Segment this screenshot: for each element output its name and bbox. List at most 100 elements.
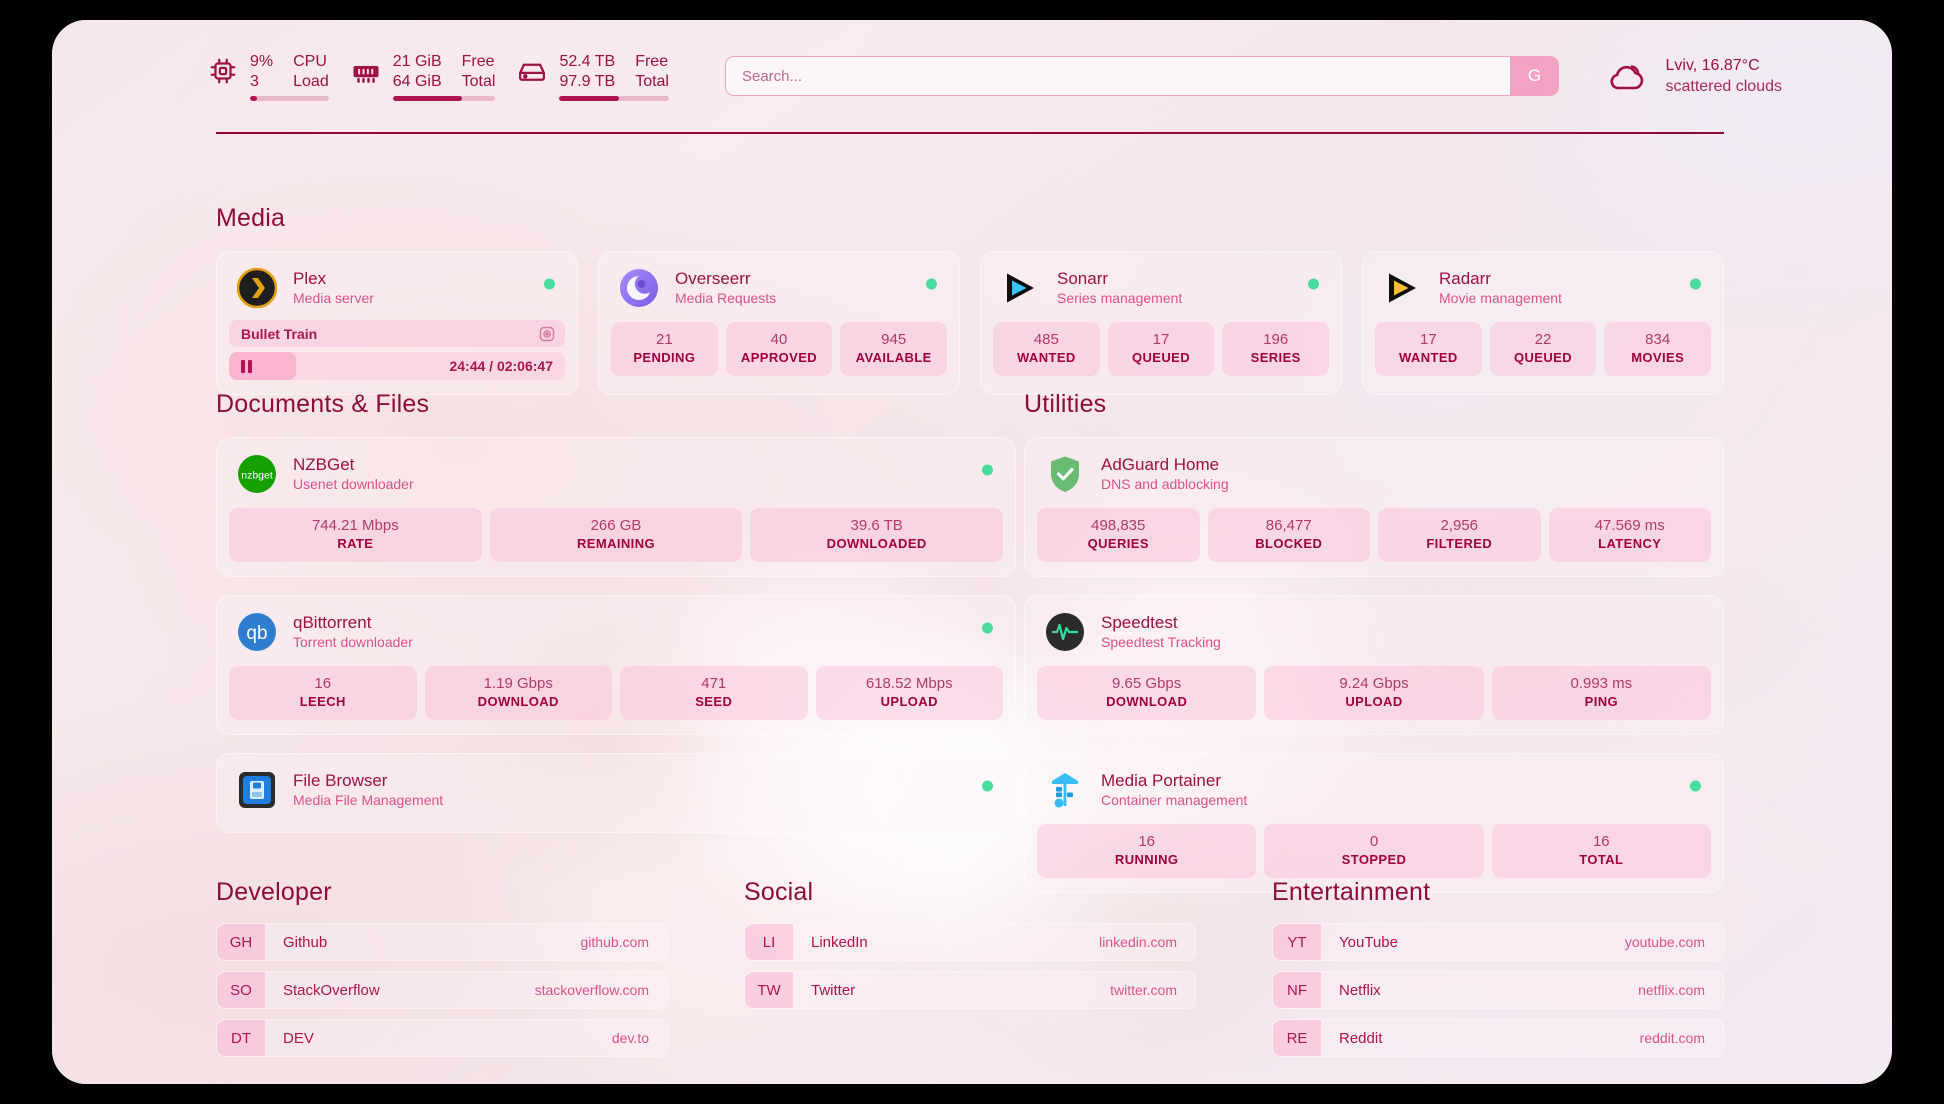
stat-body: 21 GiB 64 GiB Free Total [392,52,496,101]
search-submit-button[interactable]: G [1510,57,1559,95]
app-name: Speedtest [1101,613,1178,632]
app-header: qb qBittorrent Torrent downloader [217,596,1015,660]
svg-text:nzbget: nzbget [241,470,273,482]
app-stat-value: 22 [1534,331,1552,348]
app-stats-row: 21 PENDING 40 APPROVED 945 AVAILABLE [599,316,959,390]
search-input[interactable] [725,57,1511,95]
app-name: Plex [293,269,327,288]
bookmark-item[interactable]: SO StackOverflow stackoverflow.com [216,971,668,1009]
playback-progress-bar[interactable]: 24:44 / 02:06:47 [229,352,565,380]
stat-progress-bar [559,95,669,101]
app-card[interactable]: File Browser Media File Management [216,753,1016,833]
documents-section: Documents & Files nzbget NZBGet Usenet dow… [216,390,1016,833]
stat-value-primary: 21 GiB [392,52,442,70]
app-card[interactable]: Radarr Movie management 17 WANTED 22 QUEUED 83… [1362,251,1724,395]
bookmark-item[interactable]: YT YouTube youtube.com [1272,923,1724,961]
app-stat-label: UPLOAD [1345,694,1403,709]
section-title-documents: Documents & Files [216,390,430,418]
bookmark-item[interactable]: DT DEV dev.to [216,1019,668,1057]
app-description: Series management [1057,290,1183,306]
app-stat-label: BLOCKED [1255,536,1323,551]
bookmark-group: Entertainment YT YouTube youtube.com NF Netfl… [1272,878,1724,1057]
section-title-media: Media [216,204,286,232]
app-card[interactable]: Speedtest Speedtest Tracking 9.65 Gbps DOWN… [1024,595,1724,735]
system-stats: 9% 3 CPU Load 21 GiB 64 GiB Free Total 52.4 TB 97… [208,52,669,101]
app-card[interactable]: nzbget NZBGet Usenet downloader 744.21 Mbps… [216,437,1016,577]
app-header: Media Portainer Container management [1025,754,1723,818]
bookmark-item[interactable]: RE Reddit reddit.com [1272,1019,1724,1057]
media-app-grid: Plex Media server Bullet Train 24:44 / 02:0… [216,251,1724,395]
bookmark-item[interactable]: LI LinkedIn linkedin.com [744,923,1196,961]
app-stats-row: 16 RUNNING 0 STOPPED 16 TOTAL [1025,818,1723,892]
stat-value-primary: 9% [250,52,274,70]
app-description: Media File Management [293,792,444,808]
app-description: Speedtest Tracking [1101,634,1221,650]
now-playing-bar: Bullet Train [229,320,565,347]
bookmark-name: Netflix [1339,981,1381,999]
app-stat-label: STOPPED [1341,852,1407,867]
utilities-app-list: AdGuard Home DNS and adblocking 498,835 QUE… [1024,437,1724,893]
qbittorrent-logo: qb [237,612,277,652]
stat-label-primary: CPU [293,52,327,70]
app-card[interactable]: qb qBittorrent Torrent downloader 16 LEECH 1.… [216,595,1016,735]
pause-icon[interactable] [241,359,252,373]
stat-label-secondary: Load [293,72,329,90]
bookmark-abbr: SO [217,972,265,1008]
stat-value-secondary: 97.9 TB [559,72,616,90]
status-indicator-online [982,622,993,634]
memory-icon [351,56,381,86]
app-header: Radarr Movie management [1363,252,1723,316]
bookmark-item[interactable]: TW Twitter twitter.com [744,971,1196,1009]
nzbget-logo: nzbget [237,454,277,494]
search-bar[interactable]: G [724,56,1560,96]
app-stat-box: 744.21 Mbps RATE [229,508,482,562]
section-title-utilities: Utilities [1024,390,1107,418]
app-stat-value: 9.65 Gbps [1112,675,1182,692]
stat-body: 9% 3 CPU Load [250,52,329,101]
app-header: Overseerr Media Requests [599,252,959,316]
app-stats-row: 16 LEECH 1.19 Gbps DOWNLOAD 471 SEED 618.52 Mb… [217,660,1015,734]
app-stat-value: 196 [1263,331,1289,348]
app-stat-box: 266 GB REMAINING [489,508,743,562]
cast-icon[interactable] [539,326,555,342]
stat-body: 52.4 TB 97.9 TB Free Total [559,52,669,101]
adguard-logo [1045,454,1085,494]
app-stat-label: LEECH [299,694,346,709]
bookmark-group-title: Developer [216,878,332,906]
app-description: Usenet downloader [293,476,414,492]
app-stat-label: WANTED [1398,350,1458,365]
app-stat-label: QUEUED [1131,350,1191,365]
bookmark-group: Developer GH Github github.com SO StackOverfl… [216,878,668,1057]
dashboard-page: 9% 3 CPU Load 21 GiB 64 GiB Free Total 52.4 TB 97… [52,20,1892,1084]
app-stats-row: 9.65 Gbps DOWNLOAD 9.24 Gbps UPLOAD 0.993 ms… [1025,660,1723,734]
status-indicator-online [982,464,993,476]
app-stat-value: 47.569 ms [1594,517,1665,534]
stat-progress-bar [250,95,329,101]
bookmark-item[interactable]: GH Github github.com [216,923,668,961]
app-stat-label: AVAILABLE [855,350,932,365]
radarr-logo [1383,268,1423,308]
app-header: nzbget NZBGet Usenet downloader [217,438,1015,502]
app-stat-value: 17 [1419,331,1437,348]
plex-logo [237,268,277,308]
app-stat-label: DOWNLOADED [826,536,927,551]
app-stat-label: REMAINING [577,536,655,551]
app-card[interactable]: Overseerr Media Requests 21 PENDING 40 APPROV… [598,251,960,395]
bookmark-url: twitter.com [1110,982,1177,998]
app-card[interactable]: AdGuard Home DNS and adblocking 498,835 QUE… [1024,437,1724,577]
app-card[interactable]: Plex Media server Bullet Train 24:44 / 02:0… [216,251,578,395]
app-stat-value: 834 [1645,331,1671,348]
app-card[interactable]: Sonarr Series management 485 WANTED 17 QUEUED… [980,251,1342,395]
weather-widget: Lviv, 16.87°C scattered clouds [1605,55,1782,97]
app-header: Sonarr Series management [981,252,1341,316]
stat-storage: 52.4 TB 97.9 TB Free Total [517,52,669,101]
stat-label-secondary: Total [635,72,669,90]
status-indicator-online [1308,278,1319,290]
app-stat-value: 17 [1152,331,1170,348]
app-card[interactable]: Media Portainer Container management 16 RUN… [1024,753,1724,893]
app-stat-value: 9.24 Gbps [1339,675,1409,692]
app-header: Speedtest Speedtest Tracking [1025,596,1723,660]
stat-label-primary: Free [635,52,669,70]
bookmark-item[interactable]: NF Netflix netflix.com [1272,971,1724,1009]
app-stat-box: 40 APPROVED [725,322,833,376]
